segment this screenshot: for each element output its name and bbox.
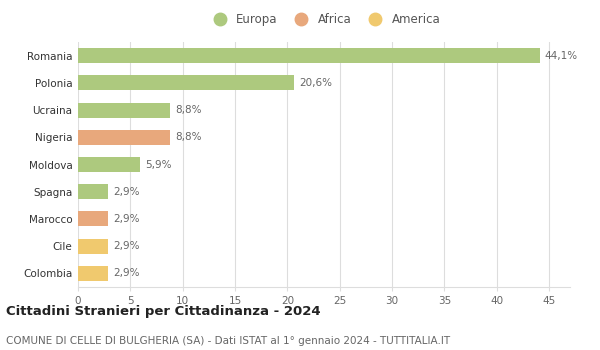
Bar [78,266,109,281]
Text: 2,9%: 2,9% [113,268,140,278]
Bar [78,75,293,90]
Text: 5,9%: 5,9% [145,160,172,169]
Bar [78,239,109,254]
Text: 44,1%: 44,1% [545,51,578,61]
Bar [78,130,170,145]
Text: 20,6%: 20,6% [299,78,332,88]
Text: 2,9%: 2,9% [113,187,140,197]
Text: Cittadini Stranieri per Cittadinanza - 2024: Cittadini Stranieri per Cittadinanza - 2… [6,304,320,317]
Text: COMUNE DI CELLE DI BULGHERIA (SA) - Dati ISTAT al 1° gennaio 2024 - TUTTITALIA.I: COMUNE DI CELLE DI BULGHERIA (SA) - Dati… [6,336,450,346]
Bar [78,103,170,118]
Bar [78,211,109,226]
Text: 8,8%: 8,8% [175,105,202,115]
Bar [78,184,109,199]
Text: 2,9%: 2,9% [113,241,140,251]
Bar [78,157,140,172]
Text: 2,9%: 2,9% [113,214,140,224]
Bar [78,48,539,63]
Legend: Europa, Africa, America: Europa, Africa, America [203,9,445,31]
Text: 8,8%: 8,8% [175,132,202,142]
